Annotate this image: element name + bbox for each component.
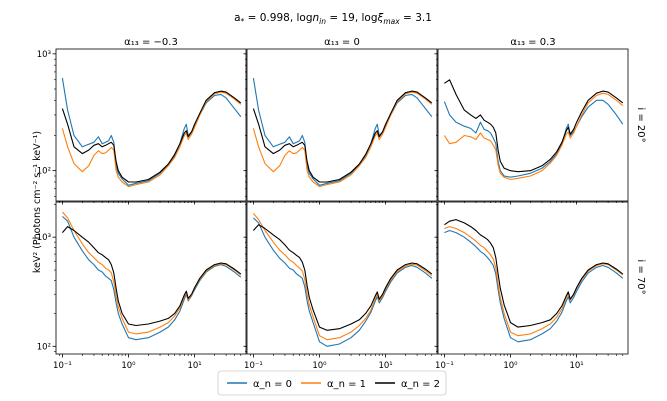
panel-r2c1: 10⁻¹ 10⁰ 10¹ 10² 10³ xyxy=(37,201,247,371)
panel-r1c2 xyxy=(243,48,438,205)
legend-label-3: α_n = 2 xyxy=(401,379,440,390)
column-title-2: α₁₃ = 0 xyxy=(324,37,360,48)
panel-r2c3-x-tick-label: 10¹ xyxy=(569,361,583,371)
panel-r1c2-series-3-line xyxy=(252,90,433,183)
panel-r1c1-series-3-line xyxy=(61,90,242,183)
panel-r1c3-series-1-line xyxy=(443,99,624,178)
panel-r2c3-series-3-line xyxy=(444,219,624,328)
legend-label-1: α_n = 0 xyxy=(253,379,292,390)
panel-r1c3-series-2-line xyxy=(443,92,624,181)
panel-r2c3-series-1-line xyxy=(444,229,624,343)
panel-r1c1-series-2-line xyxy=(61,91,242,188)
column-title-1: α₁₃ = −0.3 xyxy=(124,37,178,48)
panel-r1c1-y-tick-label: 10² xyxy=(37,167,51,177)
legend-label-2: α_n = 1 xyxy=(327,379,366,390)
panel-r2c2-series-1-line xyxy=(253,217,433,347)
column-title-3: α₁₃ = 0.3 xyxy=(510,37,555,48)
panel-r2c2-x-tick-label: 10⁰ xyxy=(312,361,327,371)
y-axis-label: keV² (Photons cm⁻² s⁻¹ keV⁻¹) xyxy=(32,131,43,273)
row-label-2: i = 70° xyxy=(635,259,646,294)
legend-frame xyxy=(217,370,447,396)
panel-r2c1-frame xyxy=(55,201,247,355)
panel-r2c3-x-tick-label: 10⁻¹ xyxy=(435,361,454,371)
panel-r2c3: 10⁻¹ 10⁰ 10¹ xyxy=(434,201,629,371)
panel-r2c2-series-3-line xyxy=(252,224,433,331)
panel-r2c3-series-2-line xyxy=(444,226,624,337)
panel-r1c1-y-tick-label: 10³ xyxy=(37,50,51,60)
panel-r2c2-frame xyxy=(246,201,438,355)
panel-r1c3-frame xyxy=(437,48,629,202)
panel-r2c3-x-tick-label: 10⁰ xyxy=(503,361,518,371)
panel-r2c2: 10⁻¹ 10⁰ 10¹ xyxy=(243,201,438,371)
legend: α_n = 0 α_n = 1 α_n = 2 xyxy=(217,370,447,396)
panel-r1c2-series-2-line xyxy=(252,91,433,188)
panel-r1c1-frame xyxy=(55,48,247,202)
panel-r2c1-x-tick-label: 10⁰ xyxy=(121,361,136,371)
panel-r2c2-x-tick-label: 10⁻¹ xyxy=(244,361,263,371)
panel-r2c1-y-tick-label: 10³ xyxy=(37,233,51,243)
panel-r1c3 xyxy=(434,48,629,205)
panel-r2c3-frame xyxy=(437,201,629,355)
panel-r1c1: 10² 10³ xyxy=(37,48,247,205)
panel-r1c3-series-3-line xyxy=(444,79,624,173)
panel-r2c1-series-1-line xyxy=(62,215,242,341)
panel-r2c1-series-3-line xyxy=(61,226,242,327)
panel-r2c1-x-tick-label: 10⁻¹ xyxy=(53,361,72,371)
panel-r2c2-x-tick-label: 10¹ xyxy=(378,361,392,371)
panel-r2c2-series-2-line xyxy=(252,213,433,341)
panel-r2c1-series-2-line xyxy=(61,211,242,335)
panel-r1c2-frame xyxy=(246,48,438,202)
panel-r2c1-y-tick-label: 10² xyxy=(37,342,51,352)
panel-r2c1-x-tick-label: 10¹ xyxy=(187,361,201,371)
row-label-1: i = 20° xyxy=(635,107,646,142)
figure-title: a* = 0.998, lognin = 19, logξmax = 3.1 xyxy=(234,12,432,26)
